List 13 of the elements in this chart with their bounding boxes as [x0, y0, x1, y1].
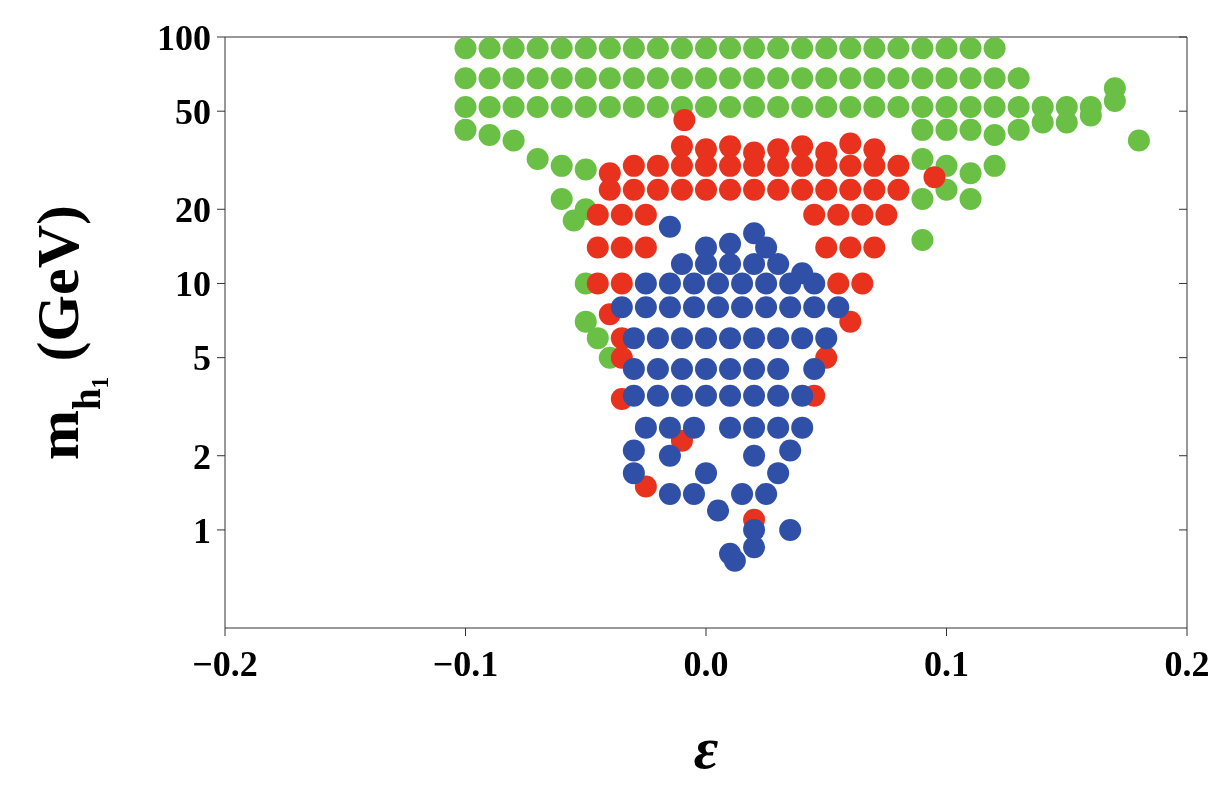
x-tick-label: 0.2 [1164, 643, 1210, 684]
x-tick-label: −0.2 [192, 643, 258, 684]
x-tick-label: −0.1 [432, 643, 499, 684]
y-tick-label: 1 [193, 510, 211, 551]
y-tick-label: 2 [193, 436, 211, 477]
x-tick-label: 0.0 [683, 643, 729, 684]
x-axis-title: ε [693, 715, 719, 781]
y-tick-label: 100 [157, 17, 211, 58]
y-tick-label: 10 [175, 264, 211, 305]
y-tick-label: 50 [175, 91, 211, 132]
y-tick-label: 5 [193, 338, 211, 379]
x-tick-label: 0.1 [924, 643, 969, 684]
y-tick-label: 20 [175, 190, 211, 231]
